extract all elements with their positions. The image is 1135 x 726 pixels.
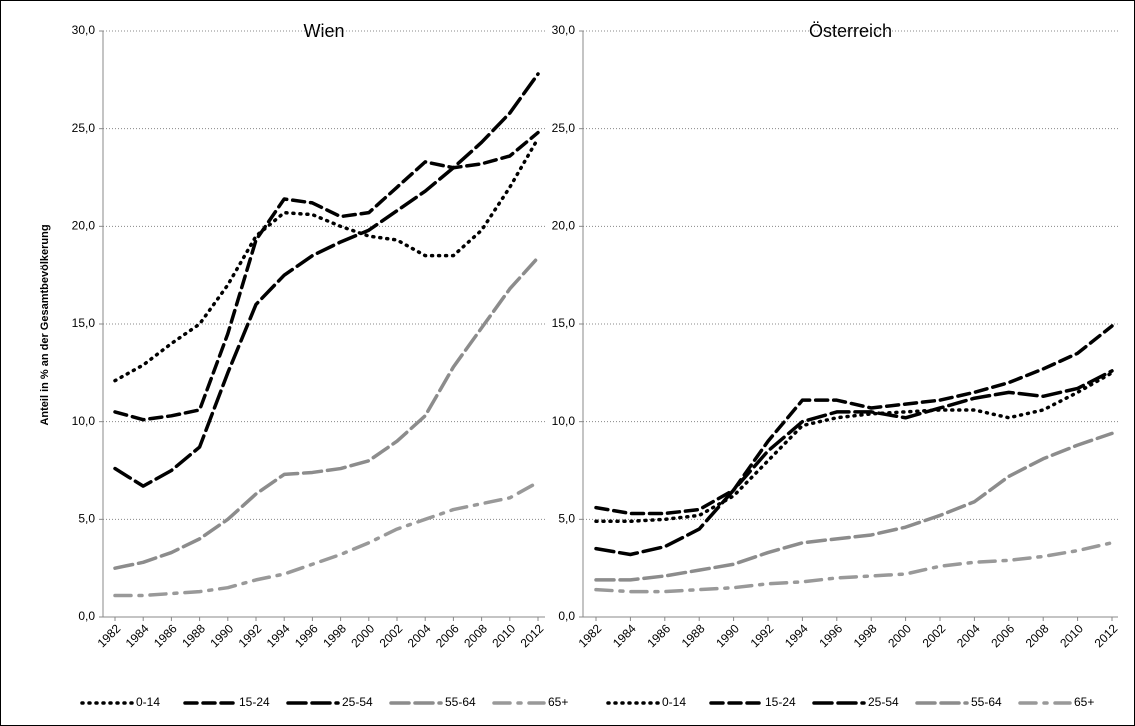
- y-tick-label: 10,0: [72, 414, 96, 428]
- series-line: [594, 369, 1114, 557]
- legend-label: 65+: [1074, 695, 1094, 709]
- y-tick-label: 25,0: [552, 121, 576, 135]
- series-line: [594, 541, 1114, 594]
- chart-title: Wien: [303, 21, 344, 41]
- series-line: [594, 324, 1114, 516]
- legend-label: 55-64: [445, 695, 476, 709]
- legend-label: 15-24: [765, 695, 796, 709]
- series-line: [113, 480, 540, 598]
- legend-label: 25-54: [342, 695, 373, 709]
- y-tick-label: 0,0: [558, 609, 575, 623]
- y-tick-label: 20,0: [72, 219, 96, 233]
- y-tick-label: 15,0: [72, 316, 96, 330]
- y-tick-label: 25,0: [72, 121, 96, 135]
- series-line: [113, 130, 540, 422]
- y-tick-label: 30,0: [72, 23, 96, 37]
- legend-label: 15-24: [239, 695, 270, 709]
- y-tick-label: 5,0: [558, 512, 575, 526]
- y-tick-label: 30,0: [552, 23, 576, 37]
- y-tick-label: 0,0: [78, 609, 95, 623]
- series-line: [113, 72, 540, 488]
- y-tick-label: 15,0: [552, 316, 576, 330]
- series-line: [594, 371, 1114, 524]
- legend-label: 0-14: [136, 695, 160, 709]
- series-line: [594, 431, 1114, 582]
- y-tick-label: 10,0: [552, 414, 576, 428]
- series-line: [113, 136, 540, 383]
- legend-label: 25-54: [868, 695, 899, 709]
- legend-label: 0-14: [662, 695, 686, 709]
- legend-label: 65+: [548, 695, 568, 709]
- legend-label: 55-64: [971, 695, 1002, 709]
- y-axis-label: Anteil in % an der Gesamtbevölkerung: [39, 224, 51, 425]
- y-tick-label: 5,0: [78, 512, 95, 526]
- y-tick-label: 20,0: [552, 219, 576, 233]
- series-line: [113, 255, 540, 570]
